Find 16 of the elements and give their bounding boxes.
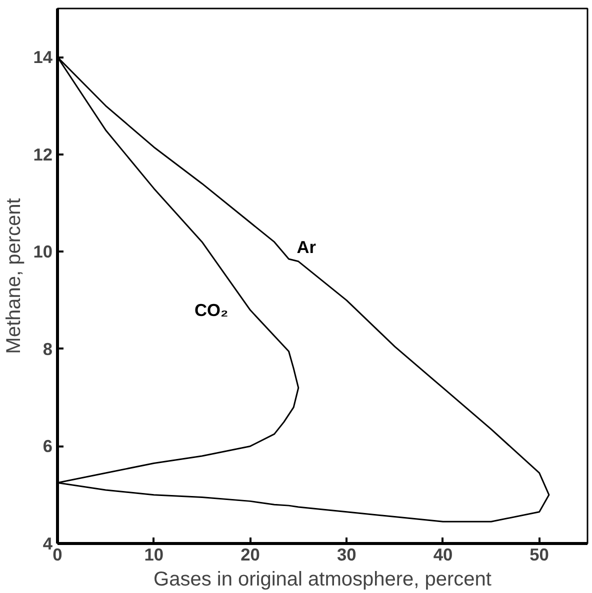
y-tick-label: 14 [33, 47, 53, 68]
x-tick-label: 0 [52, 544, 62, 564]
x-axis-title: Gases in original atmosphere, percent [154, 568, 492, 590]
y-tick-label: 10 [33, 242, 53, 262]
y-tick-label: 12 [33, 144, 53, 164]
x-tick-label: 20 [240, 544, 260, 564]
y-axis-title: Methane, percent [3, 198, 26, 354]
series-label: CO₂ [194, 300, 228, 320]
y-tick-label: 4 [42, 534, 53, 554]
series-label: Ar [296, 236, 316, 257]
x-tick-label: 50 [530, 544, 549, 564]
x-tick-label: 40 [433, 544, 453, 564]
y-tick-label: 8 [42, 338, 53, 359]
x-tick-label: 10 [144, 544, 164, 564]
y-tick-label: 6 [42, 436, 53, 456]
x-tick-label: 30 [336, 544, 356, 564]
